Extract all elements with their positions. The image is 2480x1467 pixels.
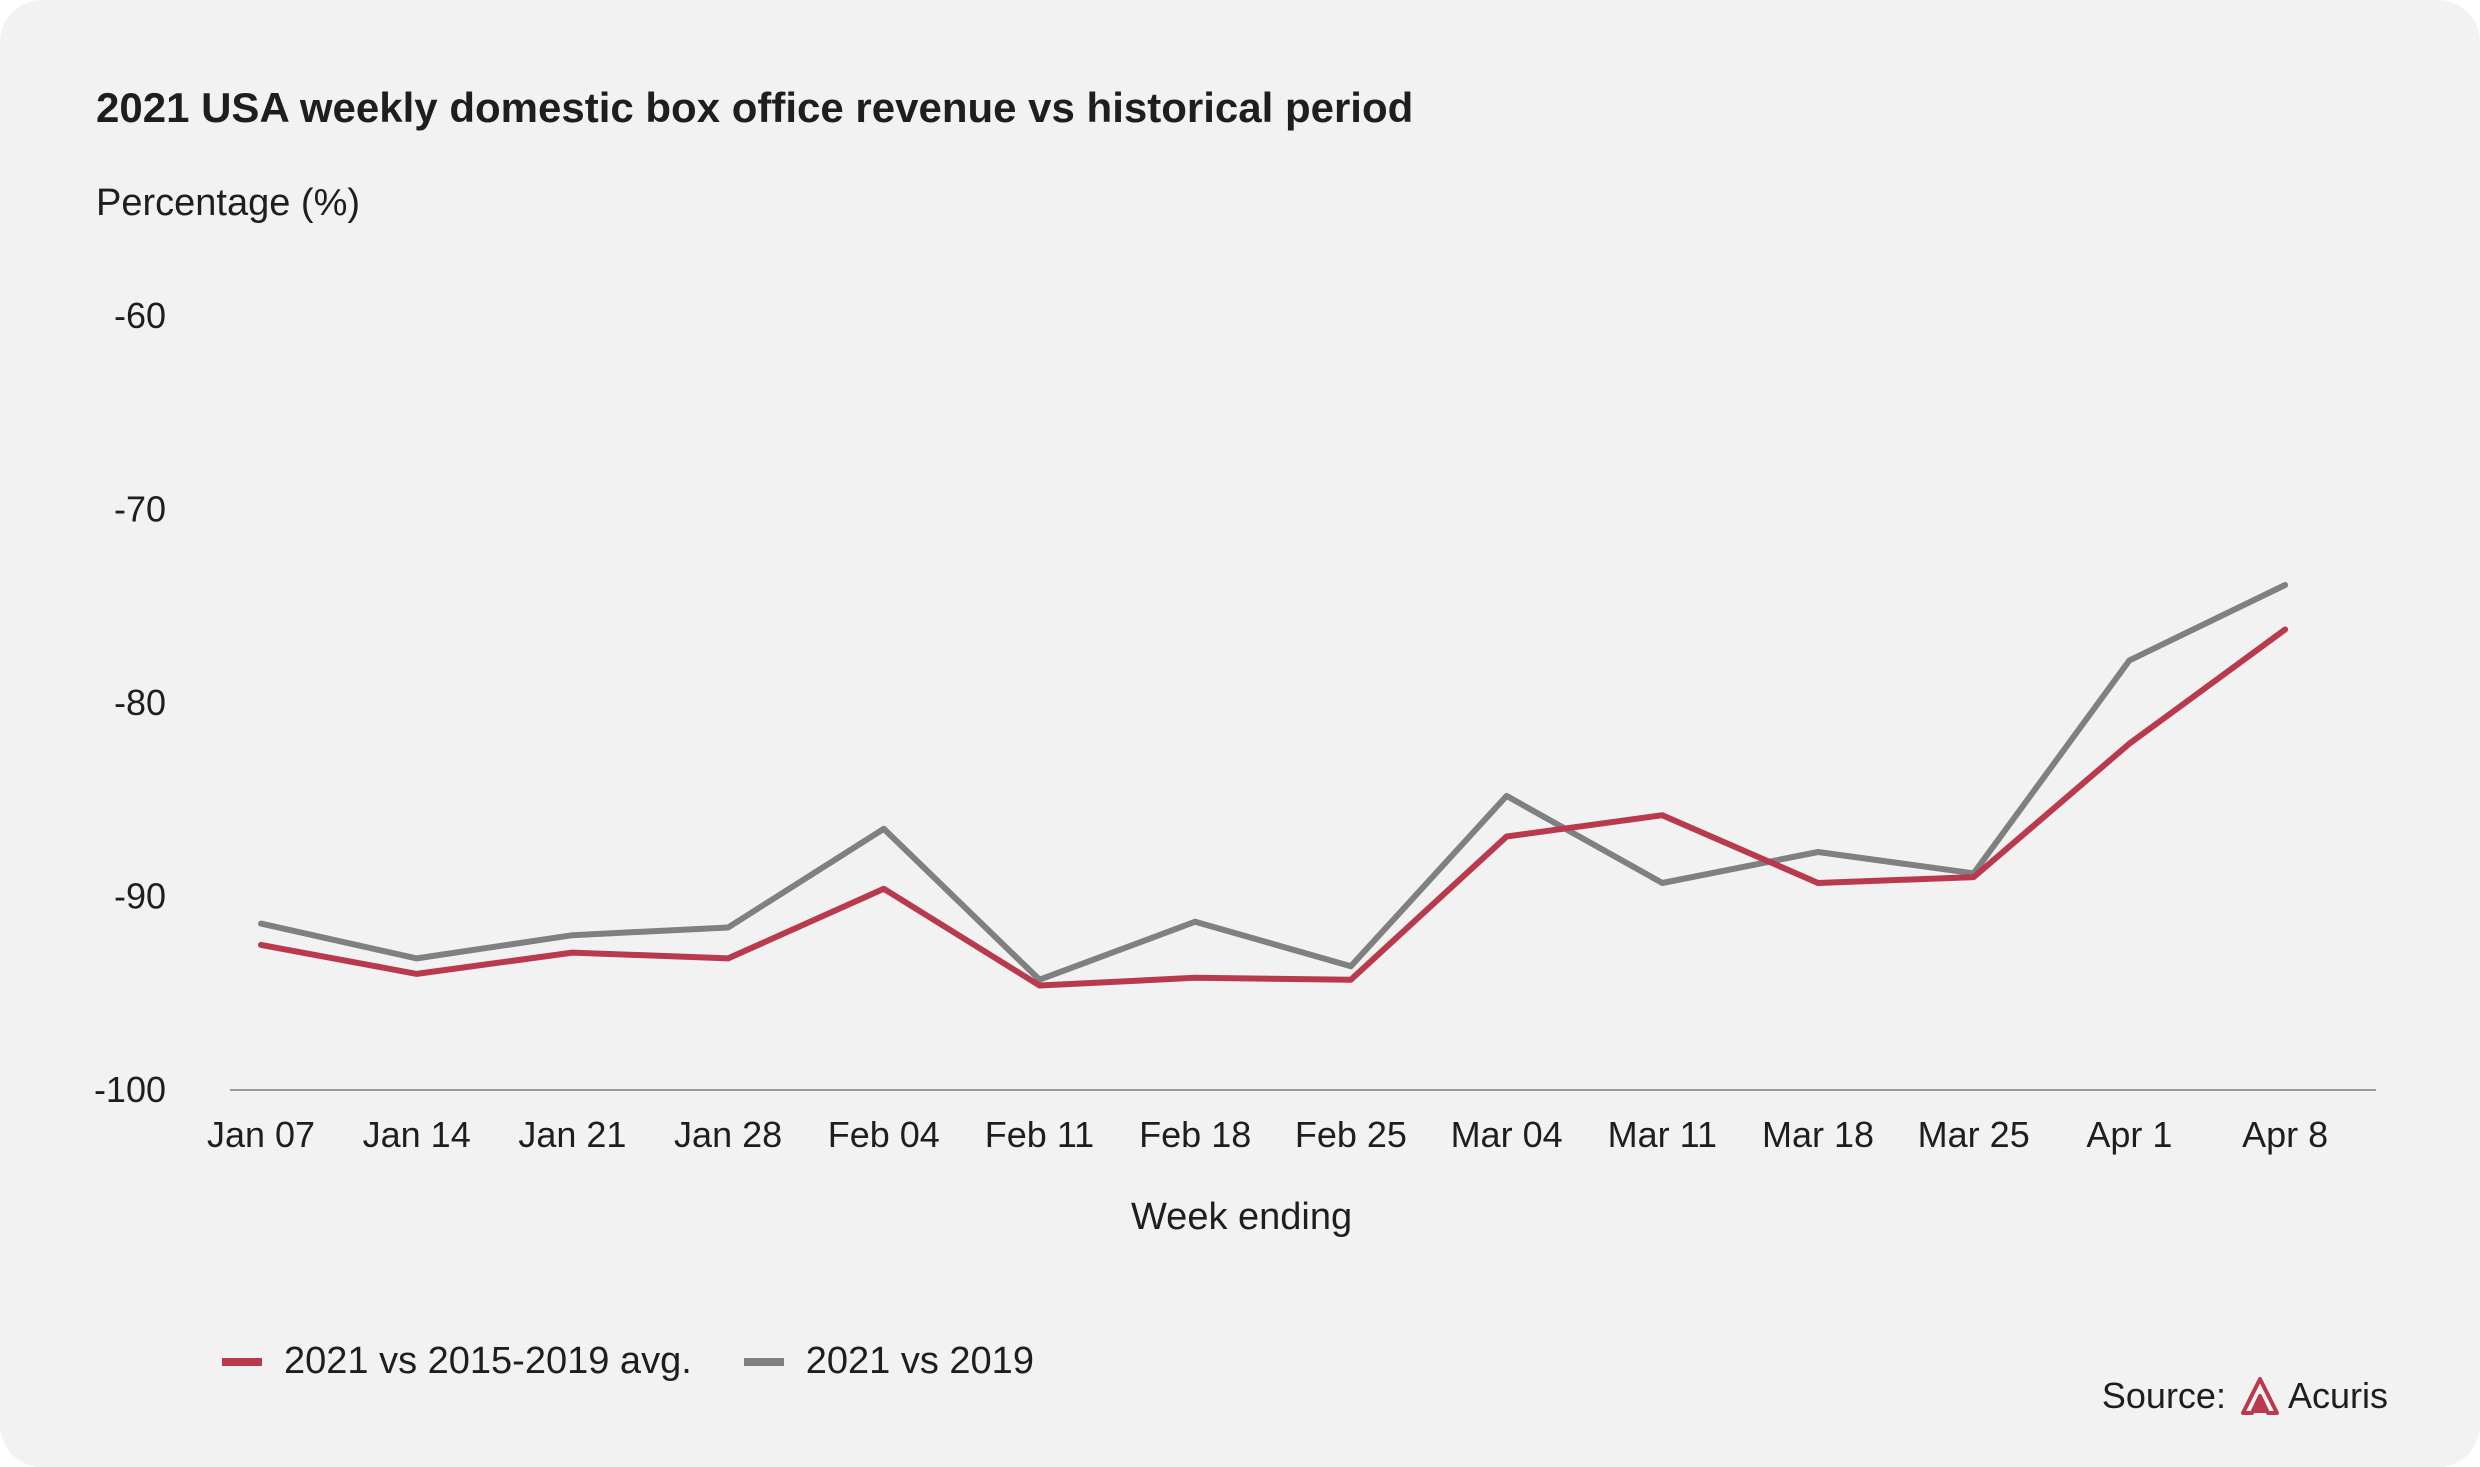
x-tick-label: Jan 07 xyxy=(207,1114,315,1155)
x-tick-label: Feb 25 xyxy=(1295,1114,1407,1155)
x-axis-ticks: Jan 07 Jan 14 Jan 21 Jan 28 Feb 04 Feb 11 Feb … xyxy=(207,1114,2328,1155)
x-tick-label: Apr 8 xyxy=(2242,1114,2328,1155)
legend-label-2019: 2021 vs 2019 xyxy=(805,1340,1034,1382)
x-tick-label: Feb 04 xyxy=(828,1114,940,1155)
legend-swatch-avg xyxy=(222,1357,262,1366)
source-brand: Acuris xyxy=(2287,1375,2388,1416)
x-tick-label: Mar 04 xyxy=(1451,1114,1563,1155)
x-tick-label: Mar 11 xyxy=(1608,1114,1717,1155)
acuris-logo: Acuris xyxy=(2240,1375,2388,1417)
legend-label-avg: 2021 vs 2015-2019 avg. xyxy=(284,1340,692,1382)
x-tick-label: Mar 25 xyxy=(1918,1114,2030,1155)
series-line-2019 xyxy=(258,582,2289,983)
x-tick-label: Jan 21 xyxy=(518,1114,626,1155)
x-tick-label: Feb 18 xyxy=(1139,1114,1251,1155)
source-label: Source: xyxy=(2101,1375,2226,1416)
x-tick-label: Feb 11 xyxy=(985,1114,1094,1155)
source-credit: Source: Acuris xyxy=(2102,1375,2388,1417)
y-tick-label: -100 xyxy=(94,1069,166,1110)
x-tick-label: Apr 1 xyxy=(2086,1114,2172,1155)
x-tick-label: Jan 14 xyxy=(363,1114,471,1155)
y-tick-label: -90 xyxy=(114,876,166,917)
x-axis-label: Week ending xyxy=(1131,1196,1353,1238)
y-axis-ticks: -60 -70 -80 -90 -100 xyxy=(94,295,166,1110)
x-tick-label: Mar 18 xyxy=(1762,1114,1874,1155)
legend: 2021 vs 2015-2019 avg. 2021 vs 2019 xyxy=(222,1340,1086,1383)
series-layer xyxy=(258,582,2289,989)
y-axis-label: Percentage (%) xyxy=(96,182,361,224)
acuris-logo-icon xyxy=(2240,1377,2279,1415)
legend-item-avg: 2021 vs 2015-2019 avg. xyxy=(222,1340,692,1383)
y-tick-label: -60 xyxy=(114,295,166,336)
y-tick-label: -80 xyxy=(114,682,166,723)
series-line-avg xyxy=(258,626,2289,989)
legend-swatch-2019 xyxy=(743,1357,784,1366)
x-tick-label: Jan 28 xyxy=(674,1114,782,1155)
chart-title: 2021 USA weekly domestic box office reve… xyxy=(96,84,1414,131)
legend-item-2019: 2021 vs 2019 xyxy=(743,1340,1034,1383)
y-tick-label: -70 xyxy=(114,489,166,530)
